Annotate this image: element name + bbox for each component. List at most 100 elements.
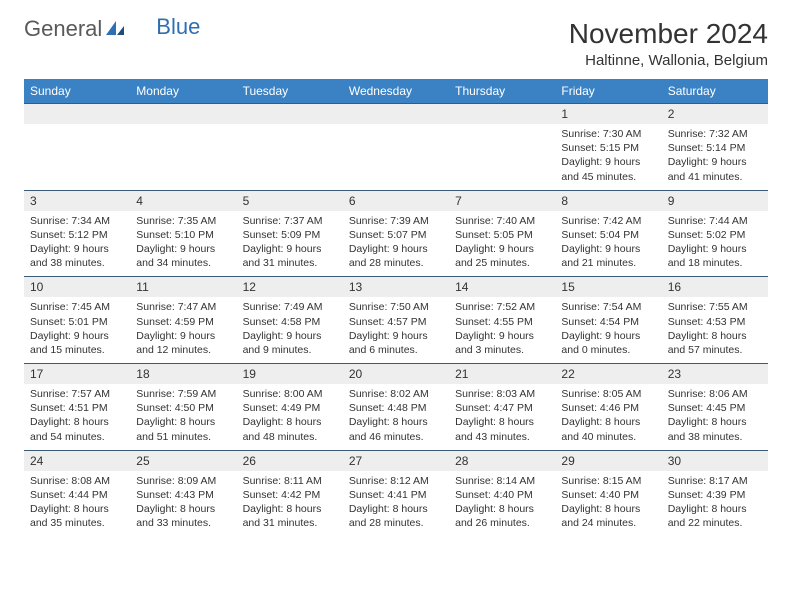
day-number: 29 <box>555 450 661 471</box>
sunset-line: Sunset: 5:10 PM <box>136 228 230 242</box>
day-body: Sunrise: 7:42 AMSunset: 5:04 PMDaylight:… <box>555 211 661 277</box>
daylight-line: Daylight: 9 hours and 28 minutes. <box>349 242 443 270</box>
location-label: Haltinne, Wallonia, Belgium <box>569 52 768 69</box>
day-body-cell <box>237 124 343 190</box>
weekday-header: Wednesday <box>343 79 449 103</box>
day-body-cell: Sunrise: 7:34 AMSunset: 5:12 PMDaylight:… <box>24 211 130 277</box>
daylight-line: Daylight: 8 hours and 26 minutes. <box>455 502 549 530</box>
day-body: Sunrise: 8:17 AMSunset: 4:39 PMDaylight:… <box>662 471 768 537</box>
sunrise-line: Sunrise: 8:11 AM <box>243 474 337 488</box>
day-number-cell: 17 <box>24 363 130 384</box>
daylight-line: Daylight: 8 hours and 24 minutes. <box>561 502 655 530</box>
weekday-header: Monday <box>130 79 236 103</box>
day-body-cell <box>449 124 555 190</box>
sunrise-line: Sunrise: 8:09 AM <box>136 474 230 488</box>
day-number-cell: 5 <box>237 190 343 211</box>
day-number-cell: 11 <box>130 276 236 297</box>
sunrise-line: Sunrise: 7:59 AM <box>136 387 230 401</box>
logo-text-general: General <box>24 18 102 40</box>
day-body: Sunrise: 7:32 AMSunset: 5:14 PMDaylight:… <box>662 124 768 190</box>
sunset-line: Sunset: 5:15 PM <box>561 141 655 155</box>
day-body-cell: Sunrise: 8:00 AMSunset: 4:49 PMDaylight:… <box>237 384 343 450</box>
day-body-cell: Sunrise: 7:52 AMSunset: 4:55 PMDaylight:… <box>449 297 555 363</box>
day-number: 22 <box>555 363 661 384</box>
day-number-cell: 3 <box>24 190 130 211</box>
daylight-line: Daylight: 9 hours and 6 minutes. <box>349 329 443 357</box>
day-body: Sunrise: 7:59 AMSunset: 4:50 PMDaylight:… <box>130 384 236 450</box>
day-number-cell <box>449 103 555 124</box>
day-body: Sunrise: 7:57 AMSunset: 4:51 PMDaylight:… <box>24 384 130 450</box>
day-number <box>449 103 555 124</box>
day-body-cell: Sunrise: 7:47 AMSunset: 4:59 PMDaylight:… <box>130 297 236 363</box>
daylight-line: Daylight: 9 hours and 34 minutes. <box>136 242 230 270</box>
day-body: Sunrise: 7:55 AMSunset: 4:53 PMDaylight:… <box>662 297 768 363</box>
weekday-header: Saturday <box>662 79 768 103</box>
day-body-cell: Sunrise: 7:55 AMSunset: 4:53 PMDaylight:… <box>662 297 768 363</box>
day-number: 24 <box>24 450 130 471</box>
daylight-line: Daylight: 9 hours and 9 minutes. <box>243 329 337 357</box>
day-number: 10 <box>24 276 130 297</box>
sunset-line: Sunset: 4:40 PM <box>455 488 549 502</box>
sunrise-line: Sunrise: 7:49 AM <box>243 300 337 314</box>
day-body: Sunrise: 7:34 AMSunset: 5:12 PMDaylight:… <box>24 211 130 277</box>
day-body-cell: Sunrise: 7:40 AMSunset: 5:05 PMDaylight:… <box>449 211 555 277</box>
day-number-row: 10111213141516 <box>24 276 768 297</box>
day-body-cell: Sunrise: 8:12 AMSunset: 4:41 PMDaylight:… <box>343 471 449 537</box>
day-body-cell: Sunrise: 7:39 AMSunset: 5:07 PMDaylight:… <box>343 211 449 277</box>
day-number: 6 <box>343 190 449 211</box>
day-number-cell: 30 <box>662 450 768 471</box>
day-body-cell <box>343 124 449 190</box>
day-number: 9 <box>662 190 768 211</box>
daylight-line: Daylight: 8 hours and 57 minutes. <box>668 329 762 357</box>
daylight-line: Daylight: 8 hours and 33 minutes. <box>136 502 230 530</box>
sunrise-line: Sunrise: 8:02 AM <box>349 387 443 401</box>
sunset-line: Sunset: 5:04 PM <box>561 228 655 242</box>
sunset-line: Sunset: 4:45 PM <box>668 401 762 415</box>
daylight-line: Daylight: 8 hours and 31 minutes. <box>243 502 337 530</box>
day-number-cell: 25 <box>130 450 236 471</box>
day-number: 8 <box>555 190 661 211</box>
daylight-line: Daylight: 8 hours and 48 minutes. <box>243 415 337 443</box>
day-body-cell: Sunrise: 7:42 AMSunset: 5:04 PMDaylight:… <box>555 211 661 277</box>
day-number-cell: 16 <box>662 276 768 297</box>
sunrise-line: Sunrise: 7:42 AM <box>561 214 655 228</box>
day-body: Sunrise: 8:06 AMSunset: 4:45 PMDaylight:… <box>662 384 768 450</box>
sunset-line: Sunset: 5:14 PM <box>668 141 762 155</box>
day-body-row: Sunrise: 7:34 AMSunset: 5:12 PMDaylight:… <box>24 211 768 277</box>
daylight-line: Daylight: 9 hours and 18 minutes. <box>668 242 762 270</box>
daylight-line: Daylight: 9 hours and 3 minutes. <box>455 329 549 357</box>
sunrise-line: Sunrise: 8:00 AM <box>243 387 337 401</box>
day-body-cell: Sunrise: 7:44 AMSunset: 5:02 PMDaylight:… <box>662 211 768 277</box>
weekday-header: Thursday <box>449 79 555 103</box>
day-number-cell: 23 <box>662 363 768 384</box>
day-number-cell: 29 <box>555 450 661 471</box>
day-number: 23 <box>662 363 768 384</box>
daylight-line: Daylight: 8 hours and 54 minutes. <box>30 415 124 443</box>
day-body-cell: Sunrise: 8:02 AMSunset: 4:48 PMDaylight:… <box>343 384 449 450</box>
day-body: Sunrise: 8:12 AMSunset: 4:41 PMDaylight:… <box>343 471 449 537</box>
day-body-row: Sunrise: 8:08 AMSunset: 4:44 PMDaylight:… <box>24 471 768 537</box>
day-number <box>237 103 343 124</box>
day-body-cell: Sunrise: 7:49 AMSunset: 4:58 PMDaylight:… <box>237 297 343 363</box>
day-body-cell: Sunrise: 8:09 AMSunset: 4:43 PMDaylight:… <box>130 471 236 537</box>
day-body: Sunrise: 7:45 AMSunset: 5:01 PMDaylight:… <box>24 297 130 363</box>
day-number: 27 <box>343 450 449 471</box>
day-number: 7 <box>449 190 555 211</box>
weekday-header: Friday <box>555 79 661 103</box>
day-number-cell <box>237 103 343 124</box>
day-number-row: 17181920212223 <box>24 363 768 384</box>
day-number: 25 <box>130 450 236 471</box>
day-number-cell: 6 <box>343 190 449 211</box>
sunrise-line: Sunrise: 7:39 AM <box>349 214 443 228</box>
day-body-row: Sunrise: 7:57 AMSunset: 4:51 PMDaylight:… <box>24 384 768 450</box>
day-body-row: Sunrise: 7:30 AMSunset: 5:15 PMDaylight:… <box>24 124 768 190</box>
day-number-cell: 19 <box>237 363 343 384</box>
day-body-cell: Sunrise: 7:57 AMSunset: 4:51 PMDaylight:… <box>24 384 130 450</box>
daylight-line: Daylight: 8 hours and 46 minutes. <box>349 415 443 443</box>
sunset-line: Sunset: 4:50 PM <box>136 401 230 415</box>
day-number <box>343 103 449 124</box>
day-body-cell: Sunrise: 8:03 AMSunset: 4:47 PMDaylight:… <box>449 384 555 450</box>
day-body: Sunrise: 8:02 AMSunset: 4:48 PMDaylight:… <box>343 384 449 450</box>
day-body: Sunrise: 7:30 AMSunset: 5:15 PMDaylight:… <box>555 124 661 190</box>
day-body-cell: Sunrise: 8:08 AMSunset: 4:44 PMDaylight:… <box>24 471 130 537</box>
